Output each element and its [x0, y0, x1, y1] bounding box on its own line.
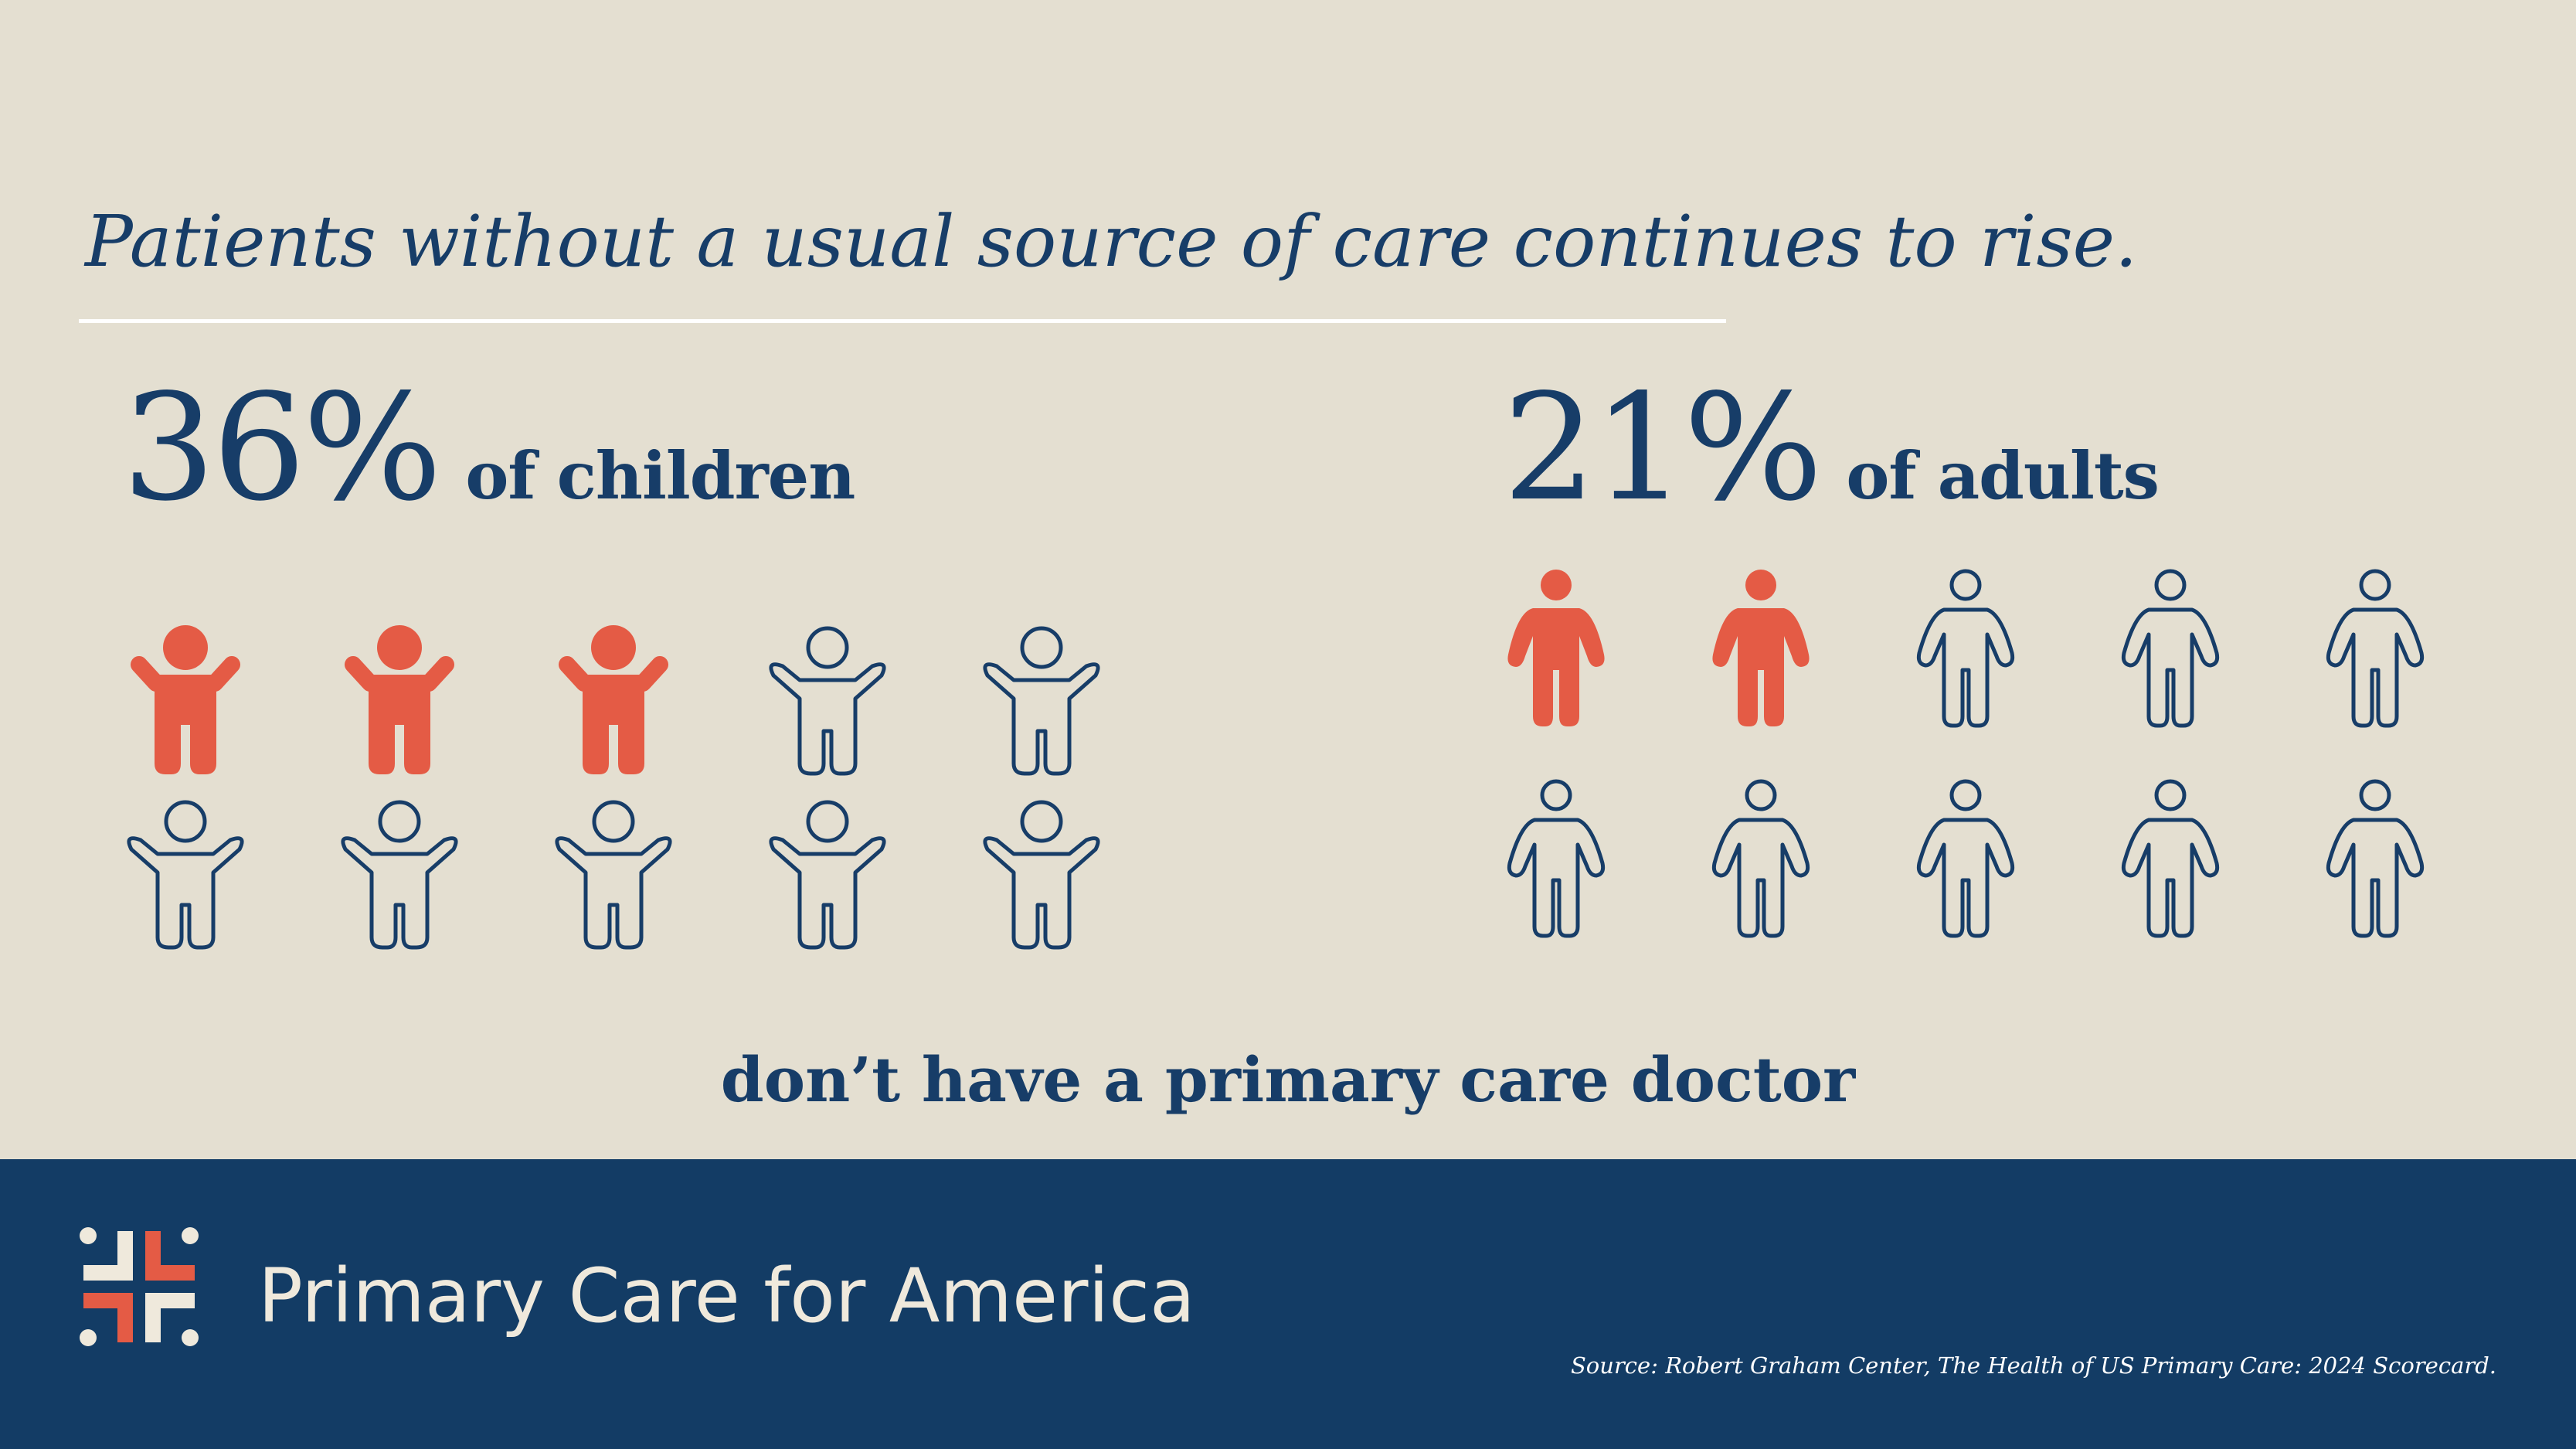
child-highlighted-icon: [131, 625, 240, 774]
child-outline-icon: [983, 626, 1100, 776]
adult-outline-icon: [2326, 569, 2425, 728]
children-group-label: of children: [465, 437, 855, 514]
adult-outline-icon: [2326, 779, 2425, 938]
child-highlighted-icon: [345, 625, 454, 774]
adults-pictogram: [1507, 569, 2425, 938]
adult-outline-icon: [2121, 569, 2220, 728]
child-outline-icon: [341, 800, 458, 950]
adult-highlighted-icon: [1712, 570, 1810, 726]
brand-name: Primary Care for America: [258, 1253, 1195, 1339]
children-pictogram: [127, 625, 1100, 950]
adult-highlighted-icon: [1507, 570, 1605, 726]
child-highlighted-icon: [559, 625, 668, 774]
pictogram-icons: [127, 569, 2425, 950]
child-outline-icon: [983, 800, 1100, 950]
headline: Patients without a usual source of care …: [85, 200, 2138, 283]
child-outline-icon: [769, 626, 886, 776]
adults-percent: 21%: [1503, 362, 1823, 533]
primary-care-cross-icon: [80, 1227, 199, 1346]
footnote: don’t have a primary care doctor: [720, 1043, 1856, 1116]
adult-outline-icon: [1507, 779, 1606, 938]
child-outline-icon: [555, 800, 672, 950]
adult-outline-icon: [1711, 779, 1810, 938]
adult-outline-icon: [1916, 779, 2015, 938]
children-stat: 36% of children: [122, 363, 855, 533]
children-percent: 36%: [122, 362, 442, 533]
adult-outline-icon: [1916, 569, 2015, 728]
adults-group-label: of adults: [1846, 437, 2160, 514]
adult-outline-icon: [2121, 779, 2220, 938]
child-outline-icon: [127, 800, 244, 950]
adults-stat: 21% of adults: [1503, 362, 2160, 533]
child-outline-icon: [769, 800, 886, 950]
footer-bar: [0, 1159, 2576, 1449]
source-citation: Source: Robert Graham Center, The Health…: [1570, 1352, 2496, 1379]
headline-divider: [79, 319, 1726, 323]
